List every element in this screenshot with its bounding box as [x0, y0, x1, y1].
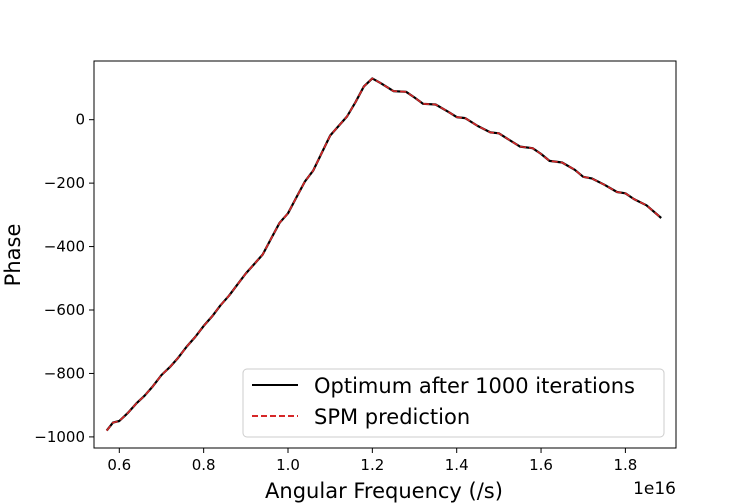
legend-label-spm: SPM prediction: [314, 405, 470, 429]
x-axis-label: Angular Frequency (/s): [265, 479, 503, 503]
legend: Optimum after 1000 iterations SPM predic…: [242, 368, 665, 438]
y-tick-label: −800: [44, 364, 85, 382]
x-tick-label: 1.8: [613, 456, 637, 474]
y-axis: −1000 −800 −600 −400 −200 0: [34, 111, 94, 446]
x-axis: 0.6 0.8 1.0 1.2 1.4 1.6 1.8: [107, 448, 637, 474]
y-tick-label: −200: [44, 174, 85, 192]
plot-frame: [93, 60, 677, 449]
x-tick-label: 1.6: [529, 456, 553, 474]
x-tick-label: 1.4: [445, 456, 469, 474]
legend-label-optimum: Optimum after 1000 iterations: [314, 374, 635, 398]
legend-box: [242, 368, 665, 438]
y-tick-label: −1000: [34, 428, 85, 446]
y-tick-label: −600: [44, 301, 85, 319]
x-offset-label: 1e16: [633, 479, 676, 499]
x-tick-label: 0.8: [192, 456, 216, 474]
x-tick-label: 0.6: [107, 456, 131, 474]
series-line-spm-prediction: [106, 77, 662, 432]
y-axis-label: Phase: [1, 224, 25, 287]
x-tick-label: 1.2: [360, 456, 384, 474]
x-tick-label: 1.0: [276, 456, 300, 474]
series-layer: [105, 77, 662, 432]
y-tick-label: 0: [75, 111, 85, 129]
y-tick-label: −400: [44, 238, 85, 256]
